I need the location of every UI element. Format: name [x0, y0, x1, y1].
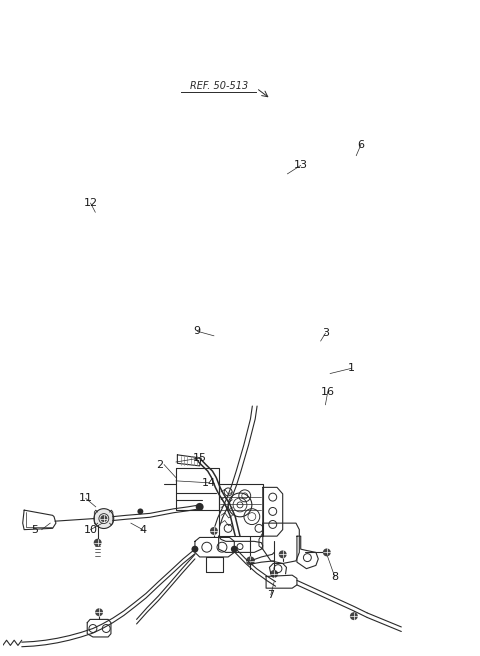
Text: 5: 5 [32, 525, 38, 535]
Text: 1: 1 [348, 363, 355, 373]
Circle shape [192, 546, 198, 552]
Text: 8: 8 [331, 572, 338, 582]
Text: 12: 12 [84, 198, 97, 208]
Text: 4: 4 [139, 525, 146, 535]
Circle shape [210, 527, 218, 535]
Text: 13: 13 [294, 160, 308, 171]
Text: 6: 6 [358, 140, 364, 150]
Circle shape [323, 548, 331, 556]
Text: 9: 9 [194, 326, 201, 337]
Text: 11: 11 [79, 493, 93, 503]
Circle shape [279, 550, 287, 558]
Text: 7: 7 [267, 590, 275, 600]
Text: 2: 2 [156, 460, 163, 470]
Circle shape [94, 539, 102, 546]
Text: 10: 10 [84, 525, 97, 535]
Circle shape [94, 508, 114, 529]
Circle shape [270, 570, 278, 578]
Circle shape [100, 515, 108, 522]
Circle shape [137, 508, 144, 514]
Circle shape [196, 503, 204, 511]
Circle shape [95, 608, 103, 616]
Circle shape [246, 556, 255, 565]
Circle shape [231, 546, 238, 552]
Text: 16: 16 [321, 387, 335, 397]
Text: 14: 14 [202, 478, 216, 488]
Text: 3: 3 [322, 328, 329, 338]
Circle shape [350, 612, 358, 620]
Text: REF. 50-513: REF. 50-513 [190, 81, 248, 91]
Text: 15: 15 [192, 453, 207, 463]
